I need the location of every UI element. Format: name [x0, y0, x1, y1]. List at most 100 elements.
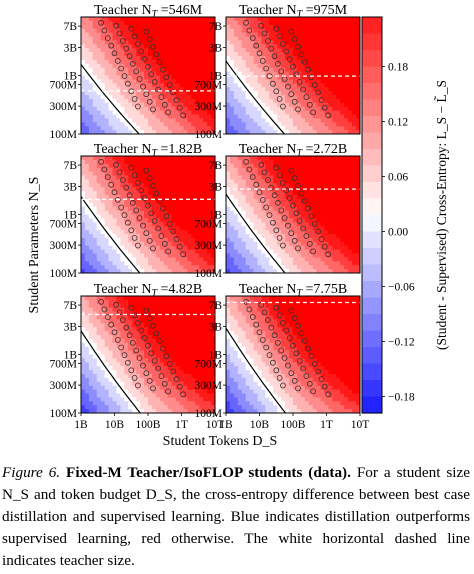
heat-cell [120, 405, 125, 410]
heat-cell [120, 374, 125, 379]
heat-cell [289, 214, 294, 219]
heat-cell [155, 28, 161, 34]
heat-cell [120, 362, 125, 367]
student-marker [121, 212, 128, 219]
student-marker [291, 98, 298, 105]
heat-cell [104, 226, 110, 231]
heat-cell [277, 87, 282, 92]
heat-cell [175, 48, 181, 53]
student-marker [165, 248, 172, 255]
heat-cell [140, 257, 145, 262]
heat-cell [233, 249, 239, 255]
heat-cell [100, 163, 106, 169]
heat-cell [320, 48, 326, 53]
heat-cell [104, 91, 110, 96]
heat-cell [211, 230, 215, 235]
heat-cell [112, 303, 118, 309]
heat-cell [320, 110, 326, 116]
heat-cell [179, 269, 185, 273]
heat-cell [112, 59, 118, 65]
heat-cell [289, 253, 294, 258]
heat-cell [163, 358, 169, 363]
heat-cell [249, 214, 255, 219]
student-marker [153, 190, 160, 197]
heat-cell [175, 32, 181, 38]
heat-cell [277, 95, 282, 100]
heat-cell [175, 167, 181, 173]
heat-cell [171, 63, 177, 69]
heat-cell [300, 202, 306, 208]
heat-cell [352, 95, 357, 100]
heat-cell [187, 102, 192, 108]
heat-cell [151, 249, 157, 255]
heat-cell [245, 122, 251, 127]
heat-cell [112, 118, 118, 123]
heat-cell [140, 241, 145, 247]
heat-cell [108, 95, 114, 100]
heat-cell [116, 366, 122, 371]
heat-cell [320, 167, 326, 173]
heat-cell [245, 261, 251, 266]
heat-cell [265, 110, 270, 116]
heat-cell [203, 253, 208, 258]
heat-cell [344, 218, 349, 223]
heat-cell [352, 245, 357, 251]
heat-cell [151, 110, 157, 116]
heat-cell [96, 206, 102, 212]
heat-cell [195, 59, 200, 65]
heat-cell [226, 265, 231, 270]
heat-cell [163, 187, 169, 192]
heat-cell [84, 342, 90, 348]
heat-cell [245, 36, 251, 41]
heat-cell [253, 36, 259, 41]
heat-cell [249, 159, 255, 165]
student-marker [111, 189, 118, 196]
heat-cell [340, 110, 345, 116]
heat-cell [211, 102, 215, 108]
heat-cell [155, 91, 161, 96]
heat-cell [344, 130, 349, 134]
heat-cell [281, 122, 286, 127]
heat-cell [100, 48, 106, 53]
heat-cell [163, 48, 169, 53]
heat-cell [171, 171, 177, 177]
heat-cell [324, 79, 330, 84]
heat-cell [289, 195, 294, 200]
heat-cell [104, 335, 110, 340]
heat-cell [296, 226, 302, 231]
heat-cell [195, 110, 200, 116]
heat-cell [320, 230, 326, 235]
heat-cell [163, 214, 169, 219]
heat-cell [140, 303, 145, 309]
heat-cell [148, 59, 153, 65]
heat-cell [269, 257, 274, 262]
heat-cell [104, 183, 110, 188]
heat-cell [285, 249, 290, 255]
heat-cell [84, 265, 90, 270]
heat-cell [112, 315, 118, 320]
heat-cell [108, 358, 114, 363]
heat-cell [245, 265, 251, 270]
heat-cell [336, 222, 341, 227]
heat-cell [116, 63, 122, 69]
heat-cell [249, 202, 255, 208]
heat-cell [81, 24, 86, 30]
heat-cell [81, 63, 86, 69]
heat-cell [226, 214, 231, 219]
student-marker [305, 205, 312, 212]
heat-cell [132, 95, 137, 100]
heat-cell [132, 210, 137, 216]
heat-cell [96, 210, 102, 216]
heat-cell [84, 389, 90, 395]
heat-cell [203, 222, 208, 227]
heat-cell [124, 52, 129, 57]
heat-cell [151, 167, 157, 173]
heat-cell [281, 163, 286, 169]
heat-cell [308, 261, 314, 266]
heat-cell [144, 346, 149, 352]
heat-cell [191, 114, 196, 119]
heat-cell [128, 159, 133, 165]
heat-cell [285, 198, 290, 204]
heat-cell [191, 102, 196, 108]
heat-cell [120, 393, 125, 398]
